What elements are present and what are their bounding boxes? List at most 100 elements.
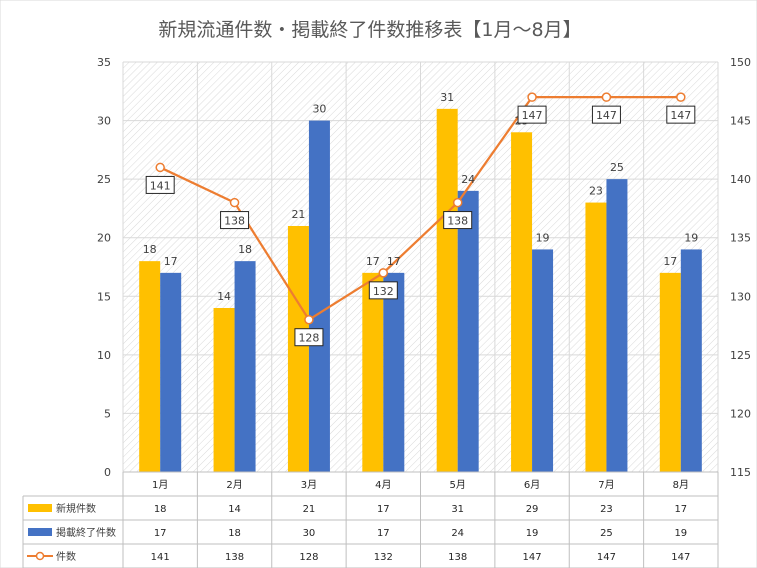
y-right-tick-label: 120 (730, 407, 751, 420)
category-label: 5月 (450, 479, 466, 491)
table-cell-value: 24 (451, 528, 464, 539)
bar-data-label: 30 (312, 103, 326, 116)
line-data-label-box (666, 105, 696, 124)
y-right-tick-label: 115 (730, 466, 751, 479)
table-cell-value: 23 (600, 504, 613, 515)
line-data-label: 147 (522, 109, 543, 122)
bar-data-label: 23 (589, 185, 603, 198)
y-left-tick-label: 30 (97, 115, 111, 128)
legend-series-name: 新規件数 (56, 502, 96, 515)
category-label: 7月 (598, 479, 614, 491)
line-point (304, 314, 314, 325)
table-cell-value: 132 (374, 552, 393, 563)
y-left-tick-label: 15 (97, 290, 111, 303)
line-data-label-box (517, 105, 547, 124)
y-left-tick-label: 10 (97, 349, 111, 362)
y-left-tick-label: 35 (97, 56, 111, 69)
y-right-tick-label: 125 (730, 349, 751, 362)
bar-data-label: 17 (164, 255, 178, 268)
table-cell-value: 138 (448, 552, 467, 563)
category-label: 1月 (152, 479, 168, 491)
legend-key-新規件数 (28, 504, 52, 512)
table-cell-value: 147 (523, 552, 542, 563)
line-point (155, 162, 165, 173)
table-cell-value: 17 (154, 528, 167, 539)
bar-data-label: 31 (440, 91, 454, 104)
legend-series-name: 件数 (56, 550, 76, 563)
bar-新規件数 (659, 272, 681, 472)
table-cell-value: 17 (377, 528, 390, 539)
table-cell-value: 147 (597, 552, 616, 563)
bar-掲載終了件数 (160, 272, 182, 472)
bar-data-label: 21 (291, 208, 305, 221)
legend-key-掲載終了件数 (28, 528, 52, 536)
bar-data-label: 17 (663, 255, 677, 268)
bar-data-label: 18 (143, 243, 157, 256)
bar-新規件数 (287, 226, 309, 472)
table-cell-value: 17 (674, 504, 687, 515)
line-data-label: 138 (447, 215, 468, 228)
category-label: 4月 (375, 479, 391, 491)
table-cell-value: 25 (600, 528, 613, 539)
bar-新規件数 (139, 261, 161, 472)
table-cell-value: 31 (451, 504, 464, 515)
y-left-tick-label: 25 (97, 173, 111, 186)
bar-data-label: 18 (238, 243, 252, 256)
category-label: 8月 (673, 479, 689, 491)
table-cell-value: 128 (299, 552, 318, 563)
table-cell-value: 14 (228, 504, 241, 515)
y-left-tick-label: 20 (97, 232, 111, 245)
chart-title: 新規流通件数・掲載終了件数推移表【1月～8月】 (158, 19, 581, 41)
table-cell-value: 141 (151, 552, 170, 563)
line-data-label-box (368, 281, 398, 300)
line-point (601, 92, 612, 102)
y-left-tick-label: 5 (104, 407, 111, 420)
category-label: 3月 (301, 479, 317, 491)
table-cell-value: 138 (225, 552, 244, 563)
table-cell-value: 147 (671, 552, 690, 563)
table-cell-value: 17 (377, 504, 390, 515)
line-point (378, 268, 389, 278)
y-right-tick-label: 130 (730, 290, 751, 303)
bar-掲載終了件数 (532, 249, 554, 472)
category-label: 2月 (226, 479, 242, 491)
table-cell-value: 19 (526, 528, 539, 539)
line-point (229, 197, 240, 208)
line-data-label-box (443, 211, 473, 230)
line-data-label: 141 (150, 179, 171, 192)
bar-data-label: 19 (684, 231, 698, 244)
line-data-label-box (591, 105, 621, 124)
bar-新規件数 (585, 202, 607, 473)
line-data-label: 147 (670, 109, 691, 122)
y-right-tick-label: 140 (730, 173, 751, 186)
bar-掲載終了件数 (457, 190, 479, 472)
bar-新規件数 (436, 108, 458, 472)
line-data-label: 128 (298, 332, 319, 345)
line-data-label-box (145, 175, 175, 194)
line-point (676, 92, 686, 102)
table-cell-value: 18 (228, 528, 241, 539)
table-cell-value: 29 (526, 504, 539, 515)
line-data-label-box (220, 211, 250, 230)
legend-key-marker (35, 551, 45, 561)
table-cell-value: 21 (303, 504, 316, 515)
bar-data-label: 17 (366, 255, 380, 268)
bar-新規件数 (362, 272, 384, 472)
bar-掲載終了件数 (308, 120, 330, 473)
bar-掲載終了件数 (234, 261, 256, 472)
bar-data-label: 17 (387, 255, 401, 268)
line-data-label: 138 (224, 215, 245, 228)
bar-新規件数 (213, 308, 235, 472)
line-point (527, 92, 537, 102)
y-right-tick-label: 135 (730, 232, 751, 245)
category-label: 6月 (524, 479, 540, 491)
y-right-tick-label: 150 (730, 56, 751, 69)
bar-data-label: 25 (610, 161, 624, 174)
bar-掲載終了件数 (606, 179, 628, 472)
bar-data-label: 24 (461, 173, 475, 186)
table-cell-value: 18 (154, 504, 167, 515)
bar-掲載終了件数 (383, 272, 405, 472)
y-left-tick-label: 0 (104, 466, 111, 479)
